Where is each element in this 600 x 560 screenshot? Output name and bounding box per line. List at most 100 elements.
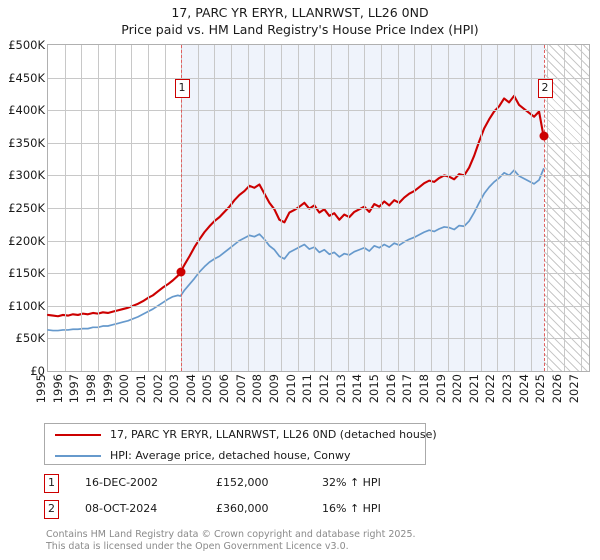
y-axis-tick-label: £200K — [8, 233, 45, 248]
x-axis-tick-label: 2009 — [267, 374, 282, 404]
x-axis-tick-label: 2010 — [283, 374, 298, 404]
y-axis-tick-label: £400K — [8, 103, 45, 118]
x-axis-tick-label: 1995 — [34, 374, 48, 404]
x-axis-tick-label: 2021 — [466, 374, 481, 404]
gridline-vertical — [147, 45, 149, 371]
transaction-marker-1: 1 — [44, 474, 59, 493]
y-axis-tick-label: £350K — [8, 135, 45, 150]
x-axis: 1995 1996 1997 1998 1999 2000 2001 2002 2003 2004… — [34, 374, 590, 416]
gridline-vertical — [314, 45, 316, 371]
x-axis-tick-label: 1996 — [50, 374, 65, 404]
gridline-vertical — [514, 45, 516, 371]
x-axis-tick-label: 2018 — [416, 374, 431, 404]
gridline-vertical — [81, 45, 83, 371]
table-row: 1 16-DEC-2002 £152,000 32% ↑ HPI — [44, 472, 464, 498]
gridline-vertical — [181, 45, 183, 371]
chart-legend: 17, PARC YR ERYR, LLANRWST, LL26 0ND (de… — [44, 423, 437, 466]
legend-item-hpi: HPI: Average price, detached house, Conw… — [45, 445, 425, 466]
transaction-date-1: 16-DEC-2002 — [85, 476, 159, 489]
gridline-vertical — [497, 45, 499, 371]
transaction-hpi-delta-1: 32% ↑ HPI — [322, 476, 381, 489]
y-axis-tick-label: £300K — [8, 168, 45, 183]
x-axis-tick-label: 2006 — [217, 374, 232, 404]
gridline-vertical — [247, 45, 249, 371]
gridline-vertical — [330, 45, 332, 371]
gridline-vertical — [297, 45, 299, 371]
y-axis: £0 £50K £100K £150K £200K £250K £300K £350K £400… — [0, 38, 46, 378]
table-row: 2 08-OCT-2024 £360,000 16% ↑ HPI — [44, 498, 464, 524]
x-axis-tick-label: 2005 — [200, 374, 215, 404]
y-axis-tick-label: £500K — [8, 38, 45, 52]
x-axis-tick-label: 2019 — [433, 374, 448, 404]
x-axis-tick-label: 2000 — [117, 374, 132, 404]
gridline-vertical — [114, 45, 116, 371]
y-axis-tick-label: £50K — [15, 331, 46, 346]
gridline-vertical — [97, 45, 99, 371]
y-axis-tick-label: £0 — [30, 364, 45, 378]
transactions-table: 1 16-DEC-2002 £152,000 32% ↑ HPI 2 08-OC… — [44, 472, 464, 524]
x-axis-tick-label: 2016 — [383, 374, 398, 404]
annotation-box-2: 2 — [537, 79, 553, 98]
legend-item-property: 17, PARC YR ERYR, LLANRWST, LL26 0ND (de… — [45, 424, 437, 445]
gridline-vertical — [164, 45, 166, 371]
y-axis-tick-label: £250K — [8, 201, 45, 215]
gridline-vertical — [131, 45, 133, 371]
transaction-price-2: £360,000 — [216, 502, 269, 515]
x-axis-tick-label: 2023 — [500, 374, 515, 404]
line-property-price — [46, 94, 545, 318]
x-axis-tick-label: 1997 — [67, 374, 82, 404]
footer-line-1: Contains HM Land Registry data © Crown c… — [46, 529, 416, 540]
y-axis-tick-label: £150K — [8, 266, 45, 281]
x-axis-tick-label: 2025 — [533, 374, 548, 404]
x-axis-tick-label: 2013 — [333, 374, 348, 404]
x-axis-tick-label: 2022 — [483, 374, 498, 404]
x-axis-tick-label: 2004 — [183, 374, 198, 404]
annotation-vline-2 — [543, 45, 545, 371]
gridline-vertical — [414, 45, 416, 371]
gridline-vertical — [281, 45, 283, 371]
x-axis-tick-label: 2017 — [400, 374, 415, 404]
gridline-vertical — [430, 45, 432, 371]
x-axis-tick-label: 2008 — [250, 374, 265, 404]
gridline-vertical — [580, 45, 582, 371]
gridline-horizontal — [48, 273, 589, 275]
x-axis-tick-label: 2027 — [566, 374, 581, 404]
gridline-vertical — [397, 45, 399, 371]
gridline-vertical — [464, 45, 466, 371]
y-axis-tick-label: £100K — [8, 298, 45, 313]
transaction-marker-2: 2 — [44, 500, 59, 519]
x-axis-tick-label: 1999 — [100, 374, 115, 404]
y-axis-tick-label: £450K — [8, 70, 45, 85]
gridline-vertical — [564, 45, 566, 371]
data-point-marker-2 — [539, 131, 549, 141]
gridline-vertical — [264, 45, 266, 371]
legend-swatch-property — [55, 433, 101, 436]
gridline-vertical — [214, 45, 216, 371]
page-title: 17, PARC YR ERYR, LLANRWST, LL26 0ND Pri… — [0, 4, 600, 38]
gridline-horizontal — [48, 142, 589, 144]
gridline-vertical — [380, 45, 382, 371]
gridline-vertical — [197, 45, 199, 371]
gridline-horizontal — [48, 305, 589, 307]
x-axis-tick-label: 2001 — [133, 374, 148, 404]
gridline-vertical — [547, 45, 549, 371]
transaction-hpi-delta-2: 16% ↑ HPI — [322, 502, 381, 515]
legend-label-hpi: HPI: Average price, detached house, Conw… — [110, 449, 351, 462]
x-axis-tick-label: 2012 — [316, 374, 331, 404]
x-axis-tick-label: 1998 — [83, 374, 98, 404]
x-axis-tick-label: 2020 — [450, 374, 465, 404]
transaction-price-1: £152,000 — [216, 476, 269, 489]
gridline-vertical — [364, 45, 366, 371]
gridline-horizontal — [48, 338, 589, 340]
x-axis-tick-label: 2011 — [300, 374, 315, 404]
gridline-horizontal — [48, 208, 589, 209]
gridline-vertical — [447, 45, 449, 371]
gridline-horizontal — [48, 110, 589, 112]
gridline-horizontal — [48, 77, 589, 79]
annotation-vline-1 — [180, 45, 182, 371]
footer-line-2: This data is licensed under the Open Gov… — [46, 540, 349, 552]
x-axis-tick-label: 2015 — [366, 374, 381, 404]
x-axis-tick-label: 2007 — [233, 374, 248, 404]
gridline-vertical — [347, 45, 349, 371]
